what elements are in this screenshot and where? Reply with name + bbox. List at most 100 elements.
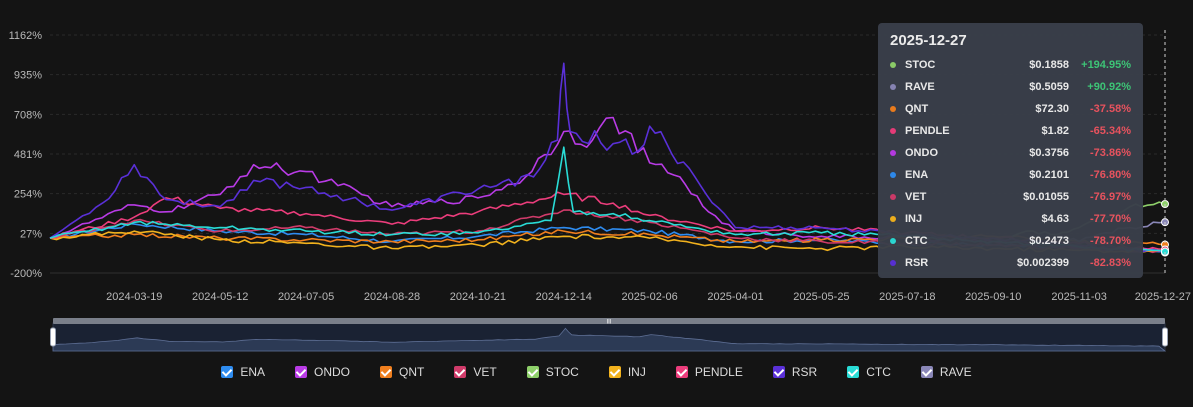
- legend: ENA ONDO QNT VET STOC INJ PENDLE RSR CTC RAVE: [0, 360, 1193, 384]
- tooltip-row: QNT $72.30 -37.58%: [890, 98, 1131, 120]
- x-tick-label: 2024-10-21: [450, 291, 506, 303]
- tooltip-series-name: QNT: [905, 103, 929, 115]
- datazoom-handle-left[interactable]: [50, 327, 56, 347]
- tooltip-row: VET $0.01055 -76.97%: [890, 186, 1131, 208]
- legend-item-pendle[interactable]: PENDLE: [675, 365, 743, 379]
- checkbox-checked-icon[interactable]: [221, 366, 234, 378]
- legend-item-ondo[interactable]: ONDO: [295, 365, 350, 379]
- tooltip-price: $0.2101: [1029, 169, 1069, 181]
- datazoom-slider[interactable]: III: [50, 318, 1168, 352]
- legend-item-stoc[interactable]: STOC: [526, 365, 579, 379]
- tooltip-change: -78.70%: [1090, 235, 1131, 247]
- legend-item-inj[interactable]: INJ: [608, 365, 646, 379]
- y-tick-label: -200%: [10, 268, 42, 280]
- x-tick-label: 2025-04-01: [707, 291, 763, 303]
- series-color-dot: [890, 172, 896, 178]
- tooltip-rows: STOC $0.1858 +194.95% RAVE $0.5059 +90.92% QNT…: [890, 54, 1131, 274]
- datazoom-handle-right[interactable]: [1162, 327, 1168, 347]
- tooltip-row: INJ $4.63 -77.70%: [890, 208, 1131, 230]
- tooltip-series-name: RSR: [905, 257, 929, 269]
- x-tick-label: 2025-05-25: [793, 291, 849, 303]
- y-tick-label: 708%: [14, 109, 42, 121]
- legend-label: CTC: [866, 365, 891, 379]
- tooltip-row: PENDLE $1.82 -65.34%: [890, 120, 1131, 142]
- y-tick-label: 254%: [14, 189, 42, 201]
- legend-label: ENA: [240, 365, 266, 379]
- tooltip-change: -76.80%: [1090, 169, 1131, 181]
- x-tick-label: 2024-03-19: [106, 291, 162, 303]
- legend-item-ctc[interactable]: CTC: [847, 365, 891, 379]
- legend-label: RAVE: [939, 365, 972, 379]
- y-tick-label: 935%: [14, 70, 42, 82]
- tooltip-row: STOC $0.1858 +194.95%: [890, 54, 1131, 76]
- tooltip-series-name: PENDLE: [905, 125, 950, 137]
- legend-item-rave[interactable]: RAVE: [920, 365, 972, 379]
- series-color-dot: [890, 150, 896, 156]
- series-color-dot: [890, 194, 896, 200]
- legend-item-rsr[interactable]: RSR: [772, 365, 818, 379]
- tooltip-series-name: ONDO: [905, 147, 938, 159]
- legend-label: STOC: [545, 365, 579, 379]
- legend-label: RSR: [791, 365, 818, 379]
- x-tick-label: 2025-07-18: [879, 291, 935, 303]
- datazoom-bar[interactable]: [53, 318, 1165, 324]
- checkbox-checked-icon[interactable]: [920, 366, 933, 378]
- tooltip-row: RSR $0.002399 -82.83%: [890, 252, 1131, 274]
- tooltip-row: ONDO $0.3756 -73.86%: [890, 142, 1131, 164]
- tooltip-row: ENA $0.2101 -76.80%: [890, 164, 1131, 186]
- x-tick-label: 2025-09-10: [965, 291, 1021, 303]
- x-tick-label: 2025-12-27: [1135, 291, 1191, 303]
- legend-label: INJ: [627, 365, 646, 379]
- tooltip-change: +194.95%: [1081, 59, 1131, 71]
- series-color-dot: [890, 260, 896, 266]
- tooltip-row: RAVE $0.5059 +90.92%: [890, 76, 1131, 98]
- x-tick-label: 2024-07-05: [278, 291, 334, 303]
- checkbox-checked-icon[interactable]: [295, 366, 308, 378]
- tooltip-change: -37.58%: [1090, 103, 1131, 115]
- tooltip-price: $4.63: [1041, 213, 1069, 225]
- legend-item-ena[interactable]: ENA: [221, 365, 265, 379]
- tooltip-price: $72.30: [1035, 103, 1069, 115]
- tooltip-price: $0.2473: [1029, 235, 1069, 247]
- y-tick-label: 1162%: [9, 30, 43, 42]
- tooltip-series-name: INJ: [905, 213, 923, 225]
- tooltip-series-name: CTC: [905, 235, 928, 247]
- x-tick-label: 2024-08-28: [364, 291, 420, 303]
- checkbox-checked-icon[interactable]: [526, 366, 539, 378]
- checkbox-checked-icon[interactable]: [675, 366, 688, 378]
- checkbox-checked-icon[interactable]: [454, 366, 467, 378]
- x-tick-label: 2025-11-03: [1051, 291, 1106, 303]
- tooltip-change: -73.86%: [1090, 147, 1131, 159]
- tooltip-change: -76.97%: [1090, 191, 1131, 203]
- tooltip-series-name: ENA: [905, 169, 929, 181]
- tooltip-price: $0.3756: [1029, 147, 1069, 159]
- y-tick-label: 27%: [20, 228, 42, 240]
- checkbox-checked-icon[interactable]: [772, 366, 785, 378]
- tooltip-date: 2025-12-27: [890, 32, 967, 49]
- tooltip-change: -82.83%: [1090, 257, 1131, 269]
- series-color-dot: [890, 128, 896, 134]
- tooltip-series-name: STOC: [905, 59, 936, 71]
- y-tick-label: 481%: [14, 149, 42, 161]
- series-color-dot: [890, 238, 896, 244]
- series-color-dot: [890, 62, 896, 68]
- x-tick-label: 2025-02-06: [622, 291, 678, 303]
- x-tick-label: 2024-12-14: [536, 291, 592, 303]
- tooltip-change: -77.70%: [1090, 213, 1131, 225]
- series-color-dot: [890, 84, 896, 90]
- checkbox-checked-icon[interactable]: [380, 366, 393, 378]
- legend-label: VET: [473, 365, 497, 379]
- tooltip-series-name: VET: [905, 191, 927, 203]
- datazoom-preview: [52, 327, 1167, 352]
- tooltip-change: +90.92%: [1087, 81, 1131, 93]
- datazoom-grip[interactable]: III: [606, 320, 611, 326]
- legend-item-qnt[interactable]: QNT: [380, 365, 424, 379]
- series-color-dot: [890, 216, 896, 222]
- tooltip-price: $1.82: [1041, 125, 1069, 137]
- checkbox-checked-icon[interactable]: [608, 366, 621, 378]
- legend-item-vet[interactable]: VET: [454, 365, 497, 379]
- checkbox-checked-icon[interactable]: [847, 366, 860, 378]
- legend-label: ONDO: [314, 365, 351, 379]
- tooltip: 2025-12-27 STOC $0.1858 +194.95% RAVE $0.505…: [878, 23, 1143, 278]
- tooltip-price: $0.002399: [1017, 257, 1069, 269]
